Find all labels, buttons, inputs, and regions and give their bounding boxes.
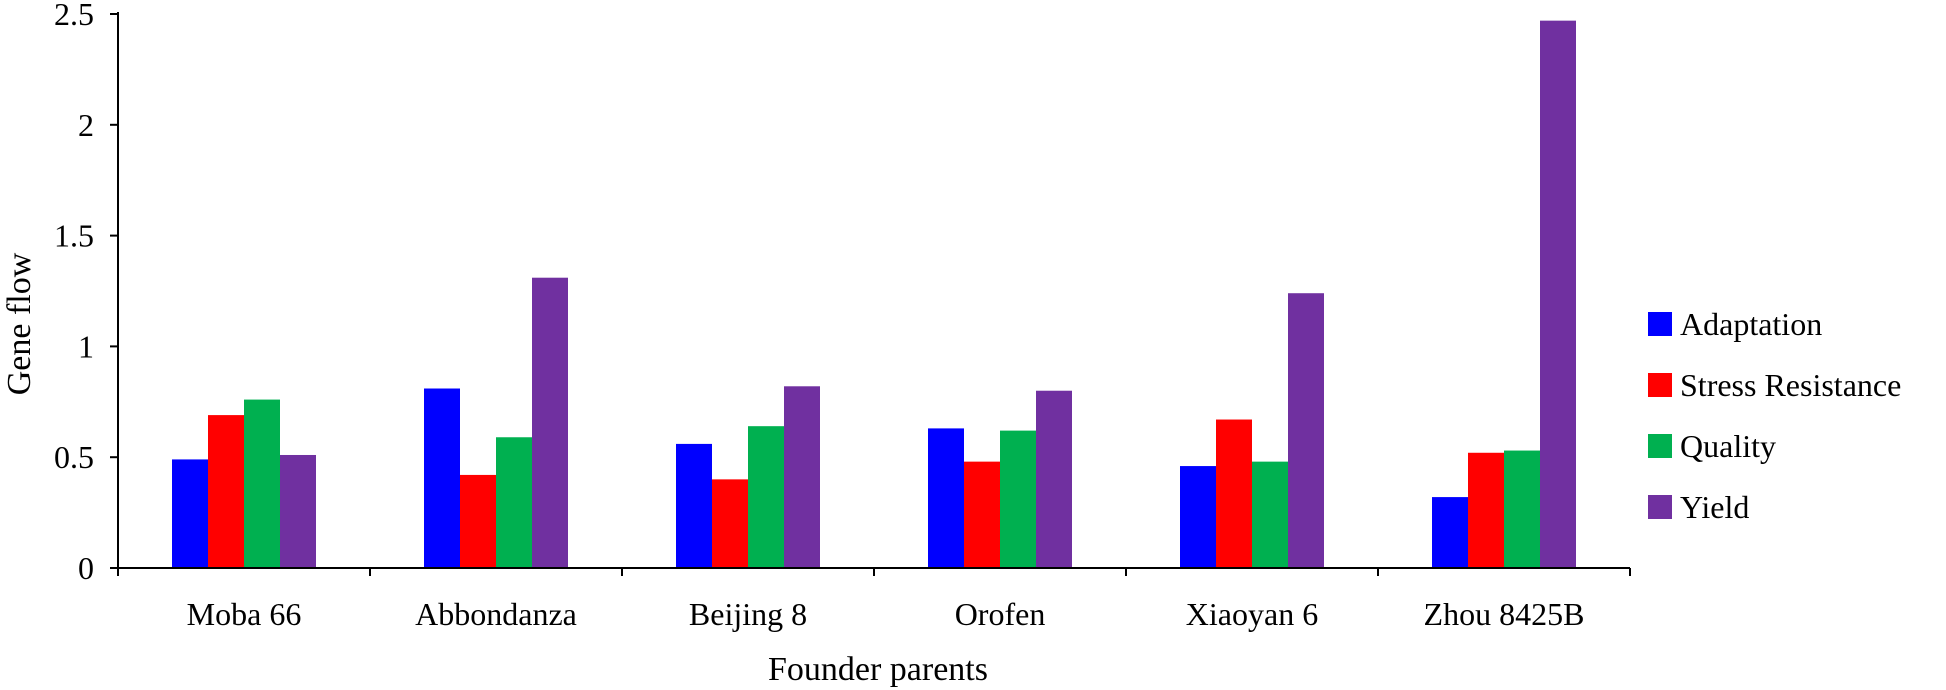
y-tick-label: 1.5 [54,218,94,254]
axes-layer [117,12,1630,569]
bar-stress-resistance-abbondanza [460,474,496,568]
legend-swatch [1648,495,1672,519]
bar-stress-resistance-moba-66 [208,415,244,568]
x-categories-layer: Moba 66 Abbondanza Beijing 8 Orofen Xiaoyan … [117,568,1631,632]
legend-label: Stress Resistance [1680,367,1901,403]
x-category-label: Moba 66 [187,596,302,632]
bar-yield-beijing-8 [784,386,820,568]
legend-label: Yield [1680,489,1749,525]
legend-swatch [1648,312,1672,336]
bar-stress-resistance-beijing-8 [712,479,748,568]
legend: Adaptation Stress Resistance Quality Yield [1648,306,1901,525]
bar-yield-zhou-8425b [1540,20,1576,568]
bar-quality-moba-66 [244,399,280,568]
bar-adaptation-abbondanza [424,388,460,568]
y-tick-label: 1 [78,328,94,364]
x-category-label: Zhou 8425B [1424,596,1585,632]
bar-quality-beijing-8 [748,426,784,568]
y-tick-label: 2.5 [54,0,94,32]
x-category-label: Beijing 8 [689,596,807,632]
bar-quality-zhou-8425b [1504,450,1540,568]
y-tick-label: 0 [78,550,94,586]
bar-adaptation-zhou-8425b [1432,497,1468,568]
x-axis-title: Founder parents [768,651,988,688]
legend-swatch [1648,434,1672,458]
bar-stress-resistance-zhou-8425b [1468,452,1504,568]
bar-adaptation-xiaoyan-6 [1180,466,1216,568]
legend-label: Quality [1680,428,1776,464]
y-tick-label: 2 [78,107,94,143]
bar-yield-abbondanza [532,277,568,568]
bar-stress-resistance-xiaoyan-6 [1216,419,1252,568]
legend-swatch [1648,373,1672,397]
y-ticks-layer: 0 0.5 1 1.5 2 2.5 [54,0,118,586]
bar-yield-xiaoyan-6 [1288,293,1324,568]
x-category-label: Xiaoyan 6 [1186,596,1318,632]
bar-quality-orofen [1000,430,1036,568]
y-tick-label: 0.5 [54,439,94,475]
bar-yield-orofen [1036,390,1072,568]
x-category-label: Abbondanza [415,596,577,632]
bar-adaptation-moba-66 [172,459,208,568]
legend-label: Adaptation [1680,306,1822,342]
bars-layer [172,20,1576,568]
y-axis-title: Gene flow [1,252,38,395]
bar-yield-moba-66 [280,454,316,568]
bar-adaptation-orofen [928,428,964,568]
x-category-label: Orofen [955,596,1046,632]
bar-quality-xiaoyan-6 [1252,461,1288,568]
bar-quality-abbondanza [496,437,532,568]
bar-stress-resistance-orofen [964,461,1000,568]
bar-adaptation-beijing-8 [676,443,712,568]
